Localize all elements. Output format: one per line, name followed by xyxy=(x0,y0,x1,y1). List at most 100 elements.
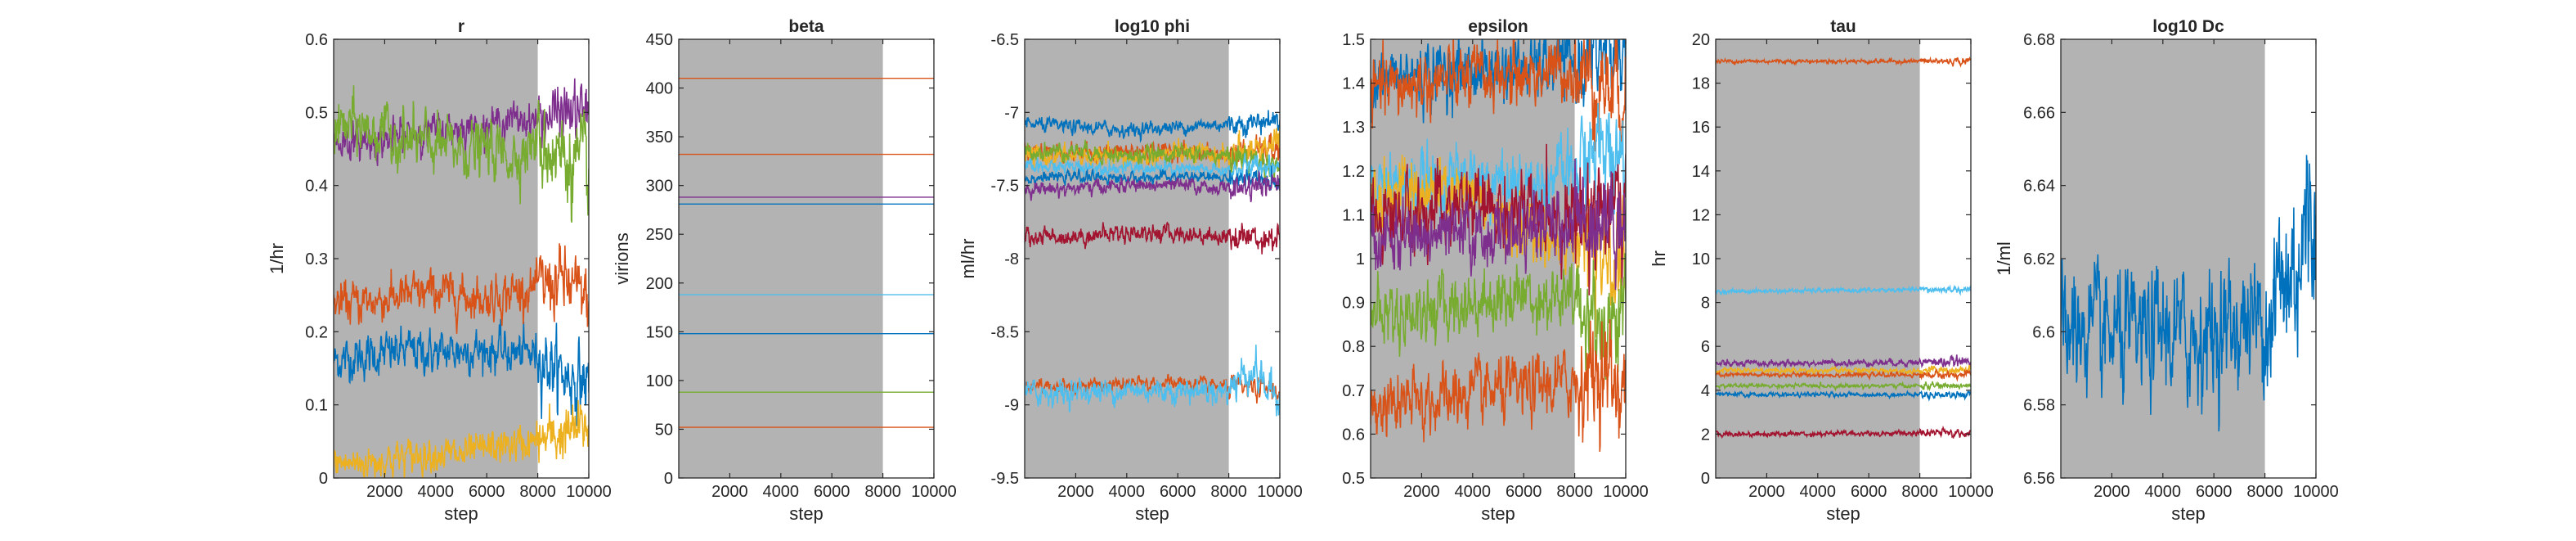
x-tick-label: 10000 xyxy=(566,483,612,501)
x-tick-label: 10000 xyxy=(1257,483,1303,501)
y-tick-label: 450 xyxy=(646,31,673,49)
y-tick-label: 0.3 xyxy=(305,250,328,268)
y-tick-label: 12 xyxy=(1692,206,1710,224)
series-line-3 xyxy=(1025,139,1280,182)
y-tick-label: 0.5 xyxy=(305,104,328,122)
series-line-7 xyxy=(1371,319,1626,452)
y-axis-label: virions xyxy=(612,232,632,285)
y-tick-label: 350 xyxy=(646,128,673,147)
x-tick-label: 2000 xyxy=(711,483,748,501)
chart-title: beta xyxy=(788,17,824,36)
series-group xyxy=(2061,155,2316,432)
y-tick-label: 0.6 xyxy=(1342,426,1365,444)
x-tick-label: 10000 xyxy=(1948,483,1994,501)
x-tick-label: 4000 xyxy=(1455,483,1492,501)
series-line-0 xyxy=(1025,110,1280,143)
series-line-1 xyxy=(1371,39,1626,152)
x-tick-label: 4000 xyxy=(418,483,455,501)
chart-panel-0: 2000 4000 6000 8000 10000 0 0.1 0.2 0.3 0.4 0.5 0.6… xyxy=(267,17,612,524)
x-tick-label: 6000 xyxy=(814,483,850,501)
chart-panel-1: 2000 4000 6000 8000 10000 0 50 100 150 200 250 300 3… xyxy=(612,17,957,524)
y-tick-label: 0 xyxy=(664,470,673,488)
series-line-6 xyxy=(1025,169,1280,203)
series-line-4 xyxy=(334,85,589,223)
y-tick-label: 0.6 xyxy=(305,31,328,49)
x-tick-label: 8000 xyxy=(1556,483,1593,501)
series-line-4 xyxy=(1716,368,1971,382)
y-axis-label: ml/hr xyxy=(958,239,978,279)
x-tick-label: 4000 xyxy=(2145,483,2182,501)
x-tick-label: 8000 xyxy=(864,483,901,501)
chart-title: tau xyxy=(1830,17,1856,36)
x-tick-label: 4000 xyxy=(763,483,800,501)
x-tick-label: 4000 xyxy=(1109,483,1146,501)
series-line-7 xyxy=(1716,425,1971,440)
y-tick-label: 18 xyxy=(1692,75,1710,93)
shaded-region xyxy=(334,39,538,478)
series-line-0 xyxy=(1716,56,1971,68)
x-axis-label: step xyxy=(1135,503,1169,524)
x-tick-label: 6000 xyxy=(1160,483,1196,501)
x-tick-label: 10000 xyxy=(1603,483,1649,501)
chart-panel-4: 2000 4000 6000 8000 10000 0 2 4 6 8 10 12 14 16 18 20 ta… xyxy=(1649,17,1994,524)
y-tick-label: 100 xyxy=(646,372,673,390)
y-tick-label: 0.8 xyxy=(1342,338,1365,356)
chart-title: r xyxy=(458,17,464,36)
series-line-0 xyxy=(334,318,589,426)
y-tick-label: 0 xyxy=(1701,470,1710,488)
chart-panel-5: 2000 4000 6000 8000 10000 6.56 6.58 6.6 6.62 6.64… xyxy=(1994,17,2339,524)
axes-box xyxy=(678,38,935,479)
y-axis-label: 1/ml xyxy=(1994,241,2014,276)
y-tick-label: 6.58 xyxy=(2023,397,2055,415)
series-line-2 xyxy=(1716,354,1971,369)
chart-title: log10 phi xyxy=(1115,17,1190,36)
y-tick-label: 200 xyxy=(646,275,673,293)
y-tick-label: 0.1 xyxy=(305,397,328,415)
chart-title: log10 Dc xyxy=(2152,17,2224,36)
y-tick-label: 10 xyxy=(1692,250,1710,268)
y-tick-label: 1.3 xyxy=(1342,119,1365,137)
series-line-5 xyxy=(1371,159,1626,291)
series-group xyxy=(1025,110,1280,417)
chart-panel-2: 2000 4000 6000 8000 10000 -9.5 -9 -8.5 -8 -7.5 -7 -… xyxy=(958,17,1303,524)
series-line-9 xyxy=(1025,345,1280,417)
y-tick-label: 0.7 xyxy=(1342,382,1365,400)
y-tick-label: 6.66 xyxy=(2023,104,2055,122)
y-tick-label: 4 xyxy=(1701,382,1710,400)
series-line-3 xyxy=(1716,364,1971,376)
x-axis-label: step xyxy=(1826,503,1860,524)
x-tick-label: 2000 xyxy=(1057,483,1094,501)
y-tick-label: 150 xyxy=(646,323,673,341)
y-tick-label: 300 xyxy=(646,178,673,196)
y-tick-label: 0.2 xyxy=(305,323,328,341)
y-tick-label: -9.5 xyxy=(991,470,1019,488)
y-tick-label: 6.68 xyxy=(2023,31,2055,49)
y-tick-label: 1.2 xyxy=(1342,163,1365,181)
y-tick-label: 0 xyxy=(319,470,328,488)
series-group xyxy=(334,78,589,478)
series-line-2 xyxy=(334,399,589,478)
series-line-6 xyxy=(1371,253,1626,380)
y-tick-label: 6.56 xyxy=(2023,470,2055,488)
x-axis-label: step xyxy=(789,503,824,524)
x-tick-label: 6000 xyxy=(1506,483,1542,501)
y-tick-label: 6.6 xyxy=(2032,323,2055,341)
y-tick-label: 400 xyxy=(646,80,673,98)
series-line-1 xyxy=(334,243,589,334)
series-group xyxy=(1716,56,1971,440)
y-tick-label: 6.64 xyxy=(2023,178,2055,196)
x-tick-label: 2000 xyxy=(366,483,403,501)
x-tick-label: 8000 xyxy=(2246,483,2283,501)
shaded-region xyxy=(2061,39,2265,478)
y-tick-label: 6.62 xyxy=(2023,250,2055,268)
y-tick-label: 0.9 xyxy=(1342,295,1365,313)
series-line-0 xyxy=(2061,155,2316,432)
x-tick-label: 2000 xyxy=(1403,483,1440,501)
x-tick-label: 8000 xyxy=(1210,483,1247,501)
y-tick-label: -7.5 xyxy=(991,178,1019,196)
x-tick-label: 4000 xyxy=(1800,483,1837,501)
y-tick-label: 14 xyxy=(1692,163,1710,181)
x-tick-label: 8000 xyxy=(519,483,556,501)
series-line-1 xyxy=(1716,284,1971,296)
